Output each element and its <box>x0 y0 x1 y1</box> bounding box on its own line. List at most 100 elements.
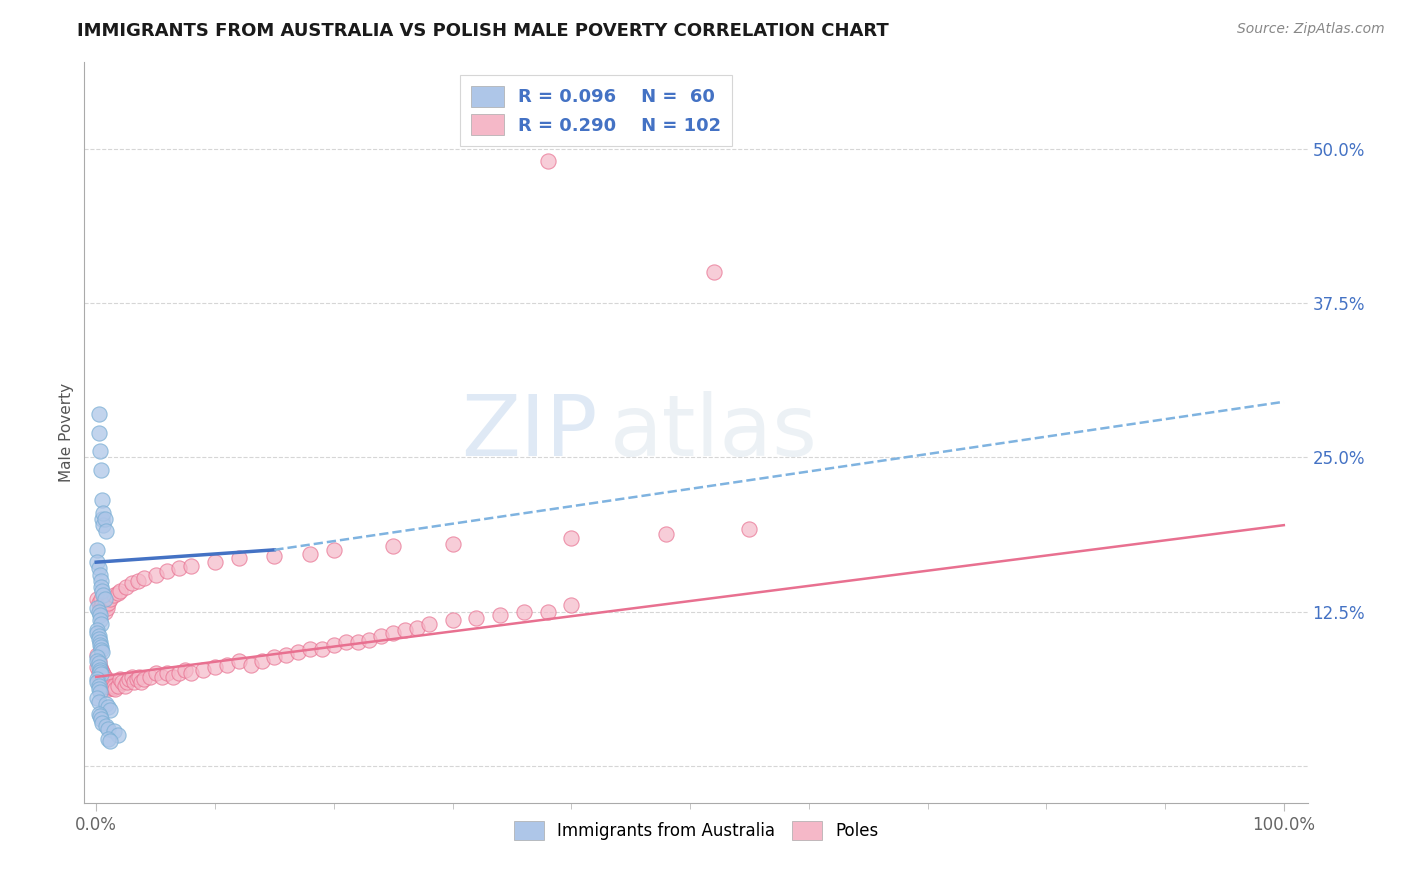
Point <box>156 666 179 681</box>
Point <box>103 679 125 693</box>
Point <box>86 690 108 705</box>
Point <box>370 629 392 643</box>
Point <box>94 524 117 539</box>
Point <box>121 576 143 591</box>
Point <box>93 518 115 533</box>
Point <box>239 657 262 672</box>
Point <box>91 715 114 730</box>
Point <box>382 625 405 640</box>
Point <box>125 673 148 687</box>
Point <box>86 650 108 665</box>
Point <box>703 265 725 279</box>
Point <box>91 599 114 613</box>
Point <box>655 526 678 541</box>
Point <box>87 679 110 693</box>
Point <box>89 638 111 652</box>
Point <box>94 599 117 613</box>
Point <box>97 731 120 746</box>
Point <box>89 709 111 723</box>
Point <box>132 571 155 585</box>
Point <box>311 641 333 656</box>
Point <box>94 697 117 711</box>
Text: ZIP: ZIP <box>461 391 598 475</box>
Point <box>263 650 285 665</box>
Point <box>228 654 250 668</box>
Point <box>174 663 197 677</box>
Point <box>89 444 111 458</box>
Point <box>121 670 143 684</box>
Y-axis label: Male Poverty: Male Poverty <box>59 383 75 483</box>
Point <box>86 660 108 674</box>
Point <box>90 574 112 588</box>
Point <box>87 632 110 646</box>
Point <box>180 558 202 573</box>
Point <box>287 645 309 659</box>
Point <box>104 682 127 697</box>
Point <box>93 589 115 603</box>
Point <box>86 625 108 640</box>
Text: atlas: atlas <box>610 391 818 475</box>
Text: IMMIGRANTS FROM AUSTRALIA VS POLISH MALE POVERTY CORRELATION CHART: IMMIGRANTS FROM AUSTRALIA VS POLISH MALE… <box>77 22 889 40</box>
Point <box>91 512 114 526</box>
Point <box>93 670 115 684</box>
Point <box>382 539 405 553</box>
Point <box>215 657 238 672</box>
Point <box>298 547 321 561</box>
Point <box>87 605 110 619</box>
Point <box>108 583 131 598</box>
Point <box>89 613 111 627</box>
Point <box>89 635 111 649</box>
Point <box>93 506 115 520</box>
Point <box>114 679 136 693</box>
Point <box>89 685 111 699</box>
Point <box>91 583 114 598</box>
Point <box>87 596 110 610</box>
Point <box>322 638 344 652</box>
Point <box>97 677 120 691</box>
Point <box>115 674 138 689</box>
Point <box>87 666 110 681</box>
Point <box>87 629 110 643</box>
Point <box>346 635 368 649</box>
Point <box>90 712 112 726</box>
Point <box>91 493 114 508</box>
Point <box>465 610 488 624</box>
Point <box>90 616 112 631</box>
Point <box>86 654 108 668</box>
Point <box>86 673 108 687</box>
Point <box>441 613 464 627</box>
Point <box>91 665 114 679</box>
Point <box>89 567 111 582</box>
Point <box>100 674 122 689</box>
Point <box>90 462 112 476</box>
Point <box>93 600 115 615</box>
Point <box>441 536 464 550</box>
Point <box>86 592 108 607</box>
Point <box>394 623 416 637</box>
Legend: Immigrants from Australia, Poles: Immigrants from Australia, Poles <box>503 811 889 850</box>
Point <box>169 561 191 575</box>
Point <box>87 657 110 671</box>
Point <box>86 648 108 662</box>
Point <box>100 734 122 748</box>
Point <box>406 621 429 635</box>
Point <box>118 673 141 687</box>
Point <box>89 600 111 615</box>
Point <box>98 680 121 694</box>
Point <box>335 635 357 649</box>
Point <box>100 703 122 717</box>
Point <box>122 674 145 689</box>
Point <box>86 623 108 637</box>
Point <box>93 667 115 681</box>
Point <box>127 574 149 588</box>
Point <box>128 670 150 684</box>
Point <box>87 654 110 668</box>
Point <box>90 592 112 607</box>
Point <box>359 632 381 647</box>
Point <box>298 641 321 656</box>
Point <box>513 605 536 619</box>
Point <box>87 695 110 709</box>
Point <box>91 645 114 659</box>
Point <box>150 670 173 684</box>
Point <box>252 654 274 668</box>
